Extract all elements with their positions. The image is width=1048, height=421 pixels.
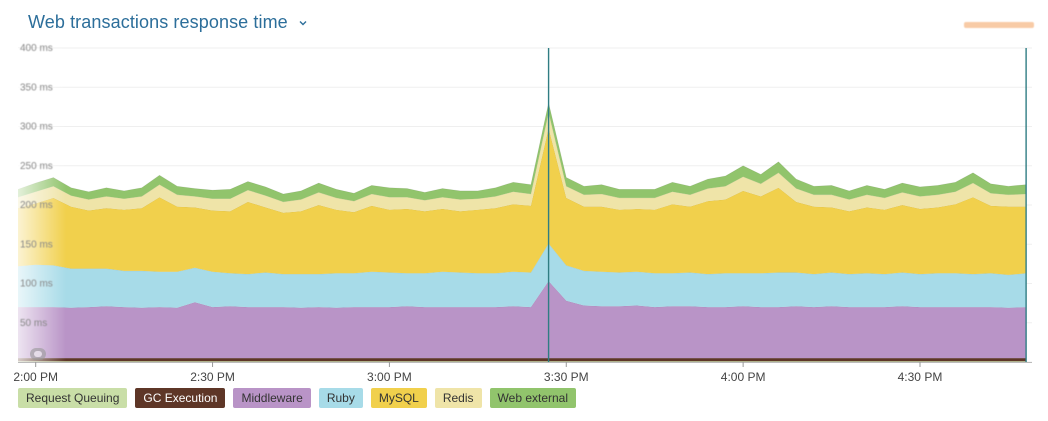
legend-item-ruby[interactable]: Ruby [318, 388, 363, 408]
series-area-request-queuing [18, 361, 1027, 362]
y-tick-label: 250 ms [20, 161, 53, 172]
y-tick-label: 150 ms [20, 239, 53, 250]
x-tick-label: 2:30 PM [190, 370, 235, 384]
y-tick-label: 350 ms [20, 82, 53, 93]
y-tick-label: 50 ms [20, 318, 47, 329]
legend-item-request-queuing[interactable]: Request Queuing [18, 388, 128, 408]
x-tick-label: 4:30 PM [898, 370, 943, 384]
y-tick-label: 100 ms [20, 279, 53, 290]
chart-title: Web transactions response time [28, 12, 288, 32]
x-tick-label: 4:00 PM [721, 370, 766, 384]
series-area-middleware [18, 281, 1027, 359]
legend-item-gc-execution[interactable]: GC Execution [135, 388, 226, 408]
yaxis-fade [18, 48, 66, 362]
chart-legend: Request Queuing GC Execution Middleware Rub… [18, 388, 577, 408]
series-area-ruby [18, 243, 1027, 308]
summary-bar [964, 12, 1034, 28]
series-edge-ruby [17, 242, 1027, 276]
series-edge-web-external [17, 102, 1027, 195]
legend-item-redis[interactable]: Redis [434, 388, 482, 408]
area-chart[interactable]: 50 ms 100 ms 150 ms 200 ms 250 ms 300 ms 350 m… [0, 0, 1048, 385]
summary-bar-fill [964, 22, 1034, 28]
y-tick-label: 400 ms [20, 43, 53, 54]
series-area-web-external [18, 102, 1027, 202]
series-area-redis [18, 112, 1027, 213]
legend-item-mysql[interactable]: MySQL [370, 388, 427, 408]
y-tick-label: 300 ms [20, 122, 53, 133]
x-tick-label: 2:00 PM [13, 370, 58, 384]
series-area-mysql [18, 128, 1027, 275]
y-tick-label: 200 ms [20, 200, 53, 211]
x-tick-label: 3:30 PM [544, 370, 589, 384]
top-right-summary [943, 12, 1034, 36]
series-area-gc-execution [18, 358, 1027, 362]
drag-handle[interactable] [30, 348, 46, 360]
legend-item-middleware[interactable]: Middleware [233, 388, 311, 408]
x-tick-label: 3:00 PM [367, 370, 412, 384]
chart-title-dropdown[interactable]: Web transactions response time [28, 12, 308, 33]
legend-item-web-external[interactable]: Web external [489, 388, 577, 408]
chevron-down-icon[interactable] [298, 18, 308, 28]
